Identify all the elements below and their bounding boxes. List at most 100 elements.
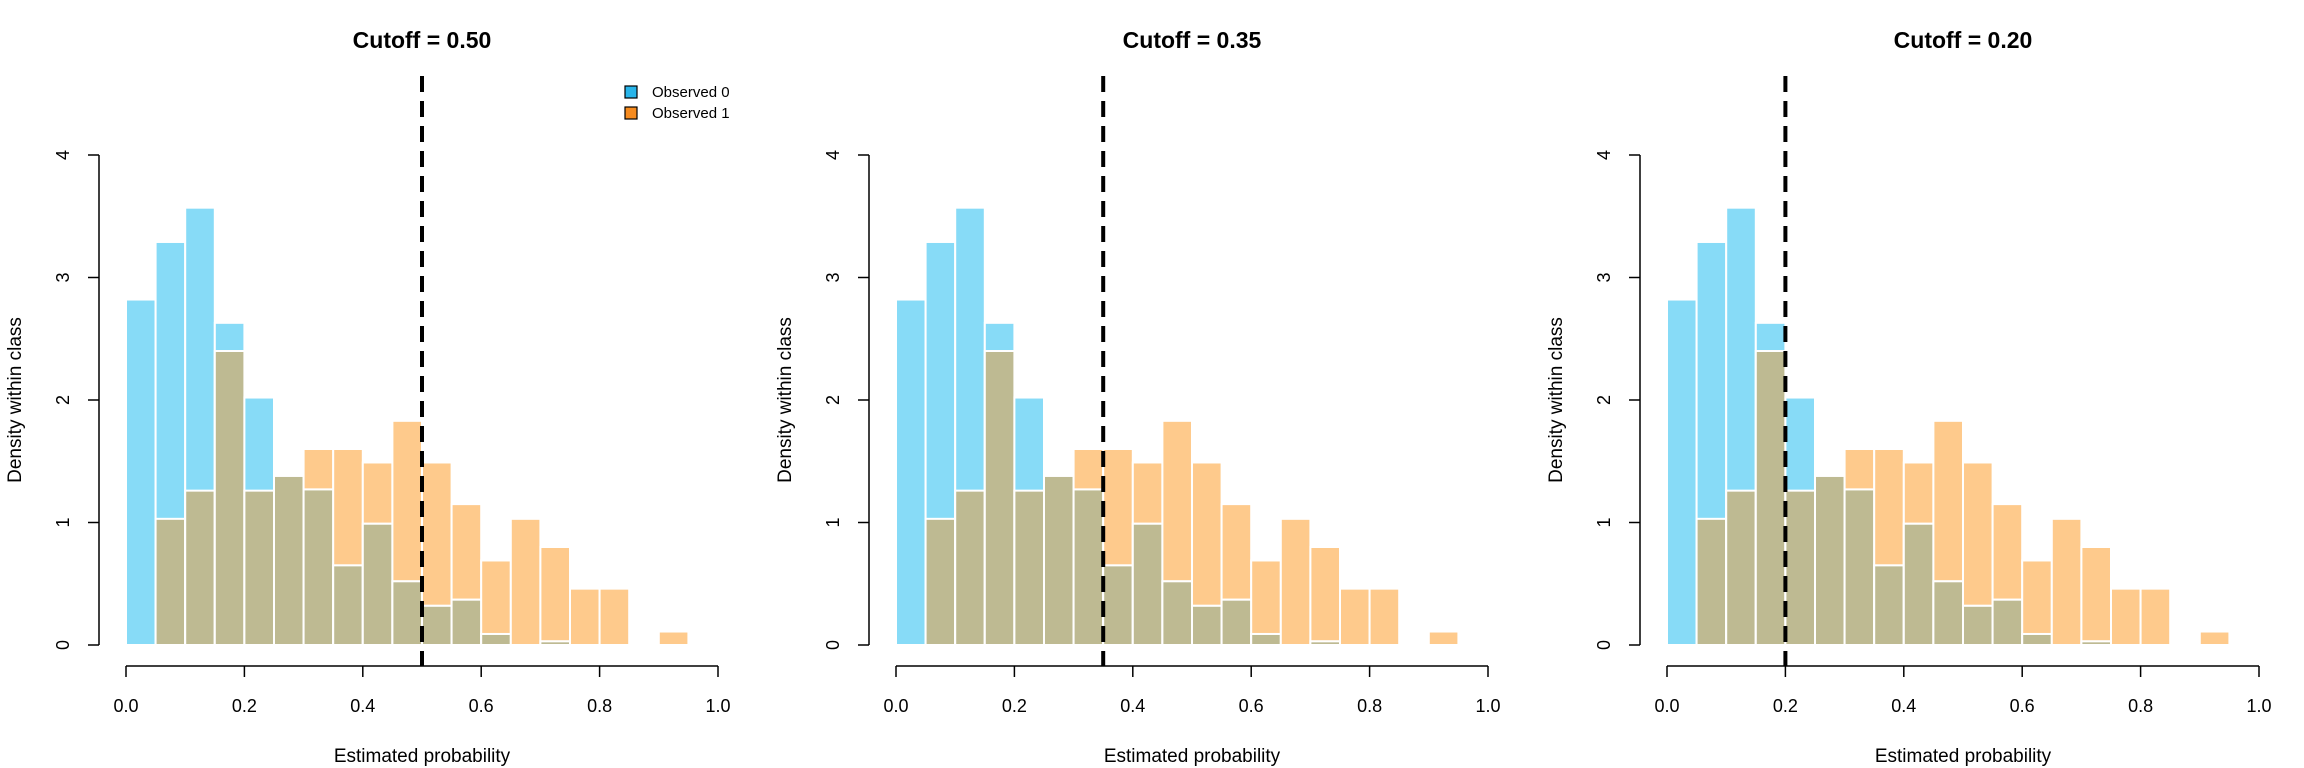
bar-overlap [1695, 517, 1728, 647]
y-tick-label: 2 [1594, 395, 1614, 405]
chart-title: Cutoff = 0.50 [353, 27, 492, 53]
y-tick-label: 2 [53, 395, 73, 405]
bar-overlap [2080, 640, 2112, 647]
bar-overlap [450, 598, 483, 646]
bar-overlap [184, 489, 216, 646]
bar-overlap [983, 350, 1016, 646]
x-tick-label: 0.2 [1002, 696, 1027, 716]
bar-observed-1 [1250, 559, 1282, 646]
bar-overlap [391, 580, 423, 646]
y-tick-label: 1 [53, 517, 73, 527]
y-tick-label: 0 [823, 640, 843, 650]
bar-overlap [1902, 522, 1935, 646]
bar-overlap [1191, 604, 1223, 646]
x-tick-label: 0.6 [469, 696, 494, 716]
y-tick-label: 0 [53, 640, 73, 650]
bar-overlap [332, 564, 364, 646]
bar-observed-1 [539, 546, 572, 646]
bar-overlap [1962, 604, 1994, 646]
bar-observed-1 [2050, 517, 2083, 647]
x-tick-label: 0.8 [1357, 696, 1382, 716]
bar-observed-1 [657, 630, 690, 647]
bar-observed-1 [2139, 587, 2172, 647]
chart-title: Cutoff = 0.20 [1894, 27, 2033, 53]
y-tick-label: 3 [1594, 272, 1614, 282]
bar-observed-1 [598, 587, 631, 647]
bar-observed-1 [1279, 517, 1312, 647]
bar-overlap [2021, 632, 2053, 646]
x-axis-label: Estimated probability [1104, 746, 1281, 767]
bar-overlap [421, 604, 453, 646]
bar-observed-1 [1427, 630, 1460, 647]
legend-label-observed-1: Observed 1 [652, 105, 730, 122]
bar-overlap [1725, 489, 1757, 646]
legend: Observed 0 Observed 1 [624, 84, 730, 122]
x-tick-label: 0.4 [1120, 696, 1145, 716]
x-tick-label: 0.8 [2128, 696, 2153, 716]
y-tick-label: 3 [823, 272, 843, 282]
y-tick-label: 2 [823, 395, 843, 405]
panel-2: Cutoff = 0.35 0.0 0.2 0.4 0.6 0.8 1.0 Estimated… [775, 27, 1501, 767]
panel-1: Cutoff = 0.50 0.0 0.2 0.4 0.6 0.8 1.0 Estimated… [5, 27, 731, 767]
bar-observed-1 [1368, 587, 1401, 647]
x-tick-label: 0.0 [113, 696, 138, 716]
bar-overlap [1161, 580, 1194, 646]
x-tick-label: 0.2 [1773, 696, 1798, 716]
bar-overlap [954, 489, 986, 646]
bar-observed-1 [2080, 546, 2112, 646]
bar-overlap [1873, 564, 1905, 646]
x-tick-label: 0.6 [1239, 696, 1264, 716]
x-tick-label: 0.0 [883, 696, 908, 716]
bar-observed-1 [2198, 630, 2231, 647]
bar-overlap [302, 488, 335, 646]
chart-title: Cutoff = 0.35 [1123, 27, 1262, 53]
bar-overlap [1814, 474, 1846, 647]
x-tick-label: 1.0 [2246, 696, 2271, 716]
bar-observed-1 [509, 517, 542, 647]
bar-overlap [539, 640, 572, 647]
bar-observed-0 [125, 298, 157, 646]
x-tick-label: 0.8 [587, 696, 612, 716]
y-axis-label: Density within class [775, 317, 796, 483]
legend-swatch-observed-1 [624, 106, 638, 120]
y-tick-label: 4 [1594, 150, 1614, 160]
bar-overlap [1932, 580, 1965, 646]
bar-observed-1 [2021, 559, 2053, 646]
bar-overlap [273, 474, 305, 647]
y-tick-label: 3 [53, 272, 73, 282]
x-tick-label: 0.4 [1891, 696, 1916, 716]
bar-overlap [361, 522, 394, 646]
x-axis-label: Estimated probability [1875, 746, 2052, 767]
y-tick-label: 4 [823, 150, 843, 160]
bar-overlap [924, 517, 957, 647]
bar-overlap [1843, 488, 1876, 646]
bar-overlap [1309, 640, 1342, 647]
y-axis-label: Density within class [1546, 317, 1567, 483]
bar-overlap [1013, 489, 1046, 646]
legend-swatch-observed-0 [624, 85, 638, 99]
x-tick-label: 1.0 [705, 696, 730, 716]
y-axis-label: Density within class [5, 317, 26, 483]
x-tick-label: 0.2 [232, 696, 257, 716]
bar-overlap [1754, 350, 1787, 646]
bar-observed-1 [569, 587, 601, 647]
bar-observed-1 [1339, 587, 1371, 647]
bar-observed-1 [480, 559, 512, 646]
x-tick-label: 0.6 [2010, 696, 2035, 716]
y-tick-label: 1 [823, 517, 843, 527]
x-tick-label: 0.4 [350, 696, 375, 716]
bar-overlap [1991, 598, 2024, 646]
y-tick-label: 1 [1594, 517, 1614, 527]
bar-overlap [154, 517, 187, 647]
y-tick-label: 4 [53, 150, 73, 160]
bar-overlap [1043, 474, 1075, 647]
bar-overlap [1784, 489, 1817, 646]
bar-overlap [1072, 488, 1105, 646]
bar-observed-0 [1666, 298, 1698, 646]
x-axis-label: Estimated probability [334, 746, 511, 767]
bar-overlap [1131, 522, 1164, 646]
x-tick-label: 1.0 [1475, 696, 1500, 716]
bar-overlap [1220, 598, 1253, 646]
panel-3: Cutoff = 0.20 0.0 0.2 0.4 0.6 0.8 1.0 Estimated… [1546, 27, 2272, 767]
